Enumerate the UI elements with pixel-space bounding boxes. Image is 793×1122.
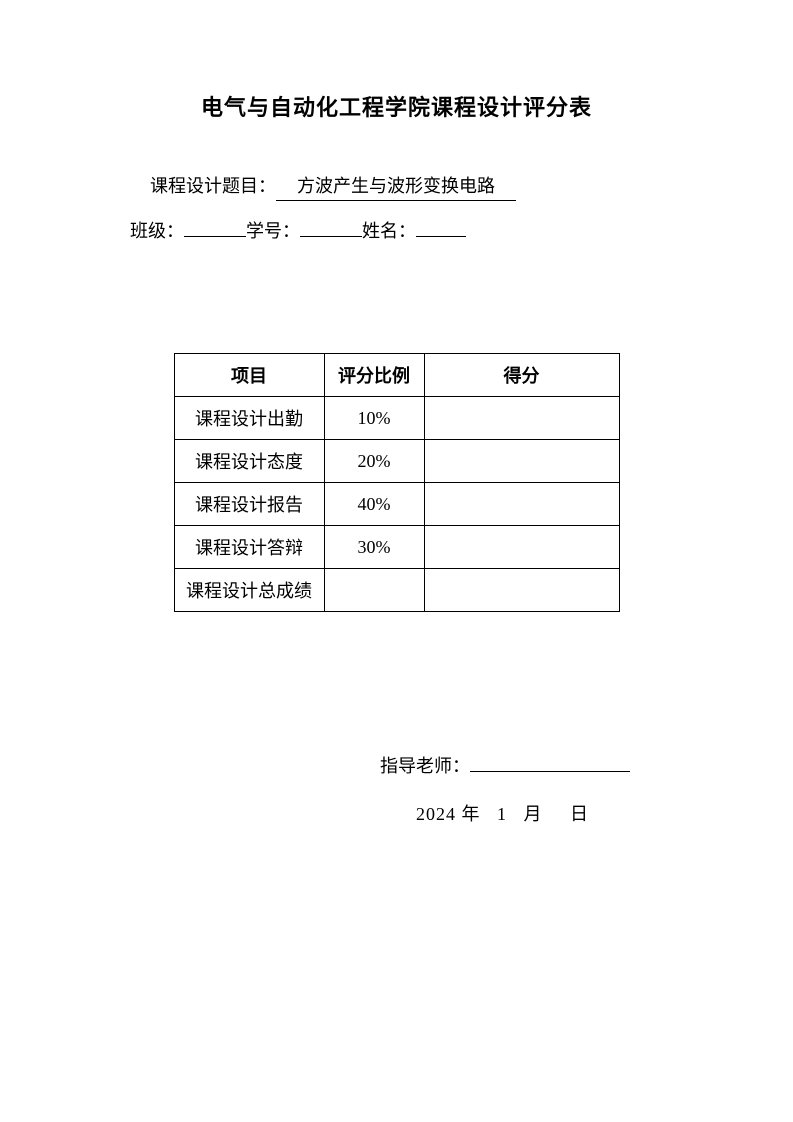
date-month-unit: 月	[524, 804, 543, 824]
student-id-label: 学号：	[246, 217, 300, 243]
name-label: 姓名：	[362, 217, 416, 243]
class-value	[184, 234, 246, 237]
name-value	[416, 234, 466, 237]
date-day-unit: 日	[570, 804, 589, 824]
table-row: 课程设计报告 40%	[174, 483, 619, 526]
cell-item: 课程设计答辩	[174, 526, 324, 569]
date-year-unit: 年	[462, 804, 481, 824]
cell-ratio: 40%	[324, 483, 424, 526]
score-table: 项目 评分比例 得分 课程设计出勤 10% 课程设计态度 20% 课程设计报告 …	[174, 353, 620, 612]
header-ratio: 评分比例	[324, 354, 424, 397]
cell-item: 课程设计总成绩	[174, 569, 324, 612]
teacher-value	[470, 769, 630, 772]
topic-value: 方波产生与波形变换电路	[276, 172, 516, 201]
date-month: 1	[497, 804, 507, 824]
cell-score	[424, 397, 619, 440]
cell-item: 课程设计态度	[174, 440, 324, 483]
student-info-line: 班级： 学号： 姓名：	[130, 217, 673, 243]
topic-label: 课程设计题目：	[150, 172, 276, 198]
teacher-line: 指导老师：	[380, 752, 673, 778]
score-table-wrapper: 项目 评分比例 得分 课程设计出勤 10% 课程设计态度 20% 课程设计报告 …	[120, 353, 673, 612]
table-row: 课程设计态度 20%	[174, 440, 619, 483]
topic-line: 课程设计题目： 方波产生与波形变换电路	[150, 172, 673, 201]
cell-ratio: 30%	[324, 526, 424, 569]
cell-score	[424, 569, 619, 612]
date-line: 2024 年 1 月 日	[380, 800, 673, 826]
footer-section: 指导老师： 2024 年 1 月 日	[120, 752, 673, 826]
page-title: 电气与自动化工程学院课程设计评分表	[120, 90, 673, 122]
header-score: 得分	[424, 354, 619, 397]
table-header-row: 项目 评分比例 得分	[174, 354, 619, 397]
cell-ratio	[324, 569, 424, 612]
header-item: 项目	[174, 354, 324, 397]
table-row: 课程设计总成绩	[174, 569, 619, 612]
table-row: 课程设计答辩 30%	[174, 526, 619, 569]
cell-score	[424, 483, 619, 526]
cell-item: 课程设计出勤	[174, 397, 324, 440]
date-year: 2024	[416, 804, 456, 824]
info-section: 课程设计题目： 方波产生与波形变换电路 班级： 学号： 姓名：	[120, 172, 673, 243]
student-id-value	[300, 234, 362, 237]
cell-item: 课程设计报告	[174, 483, 324, 526]
class-label: 班级：	[130, 217, 184, 243]
cell-ratio: 10%	[324, 397, 424, 440]
teacher-label: 指导老师：	[380, 752, 470, 778]
cell-ratio: 20%	[324, 440, 424, 483]
table-row: 课程设计出勤 10%	[174, 397, 619, 440]
cell-score	[424, 526, 619, 569]
cell-score	[424, 440, 619, 483]
